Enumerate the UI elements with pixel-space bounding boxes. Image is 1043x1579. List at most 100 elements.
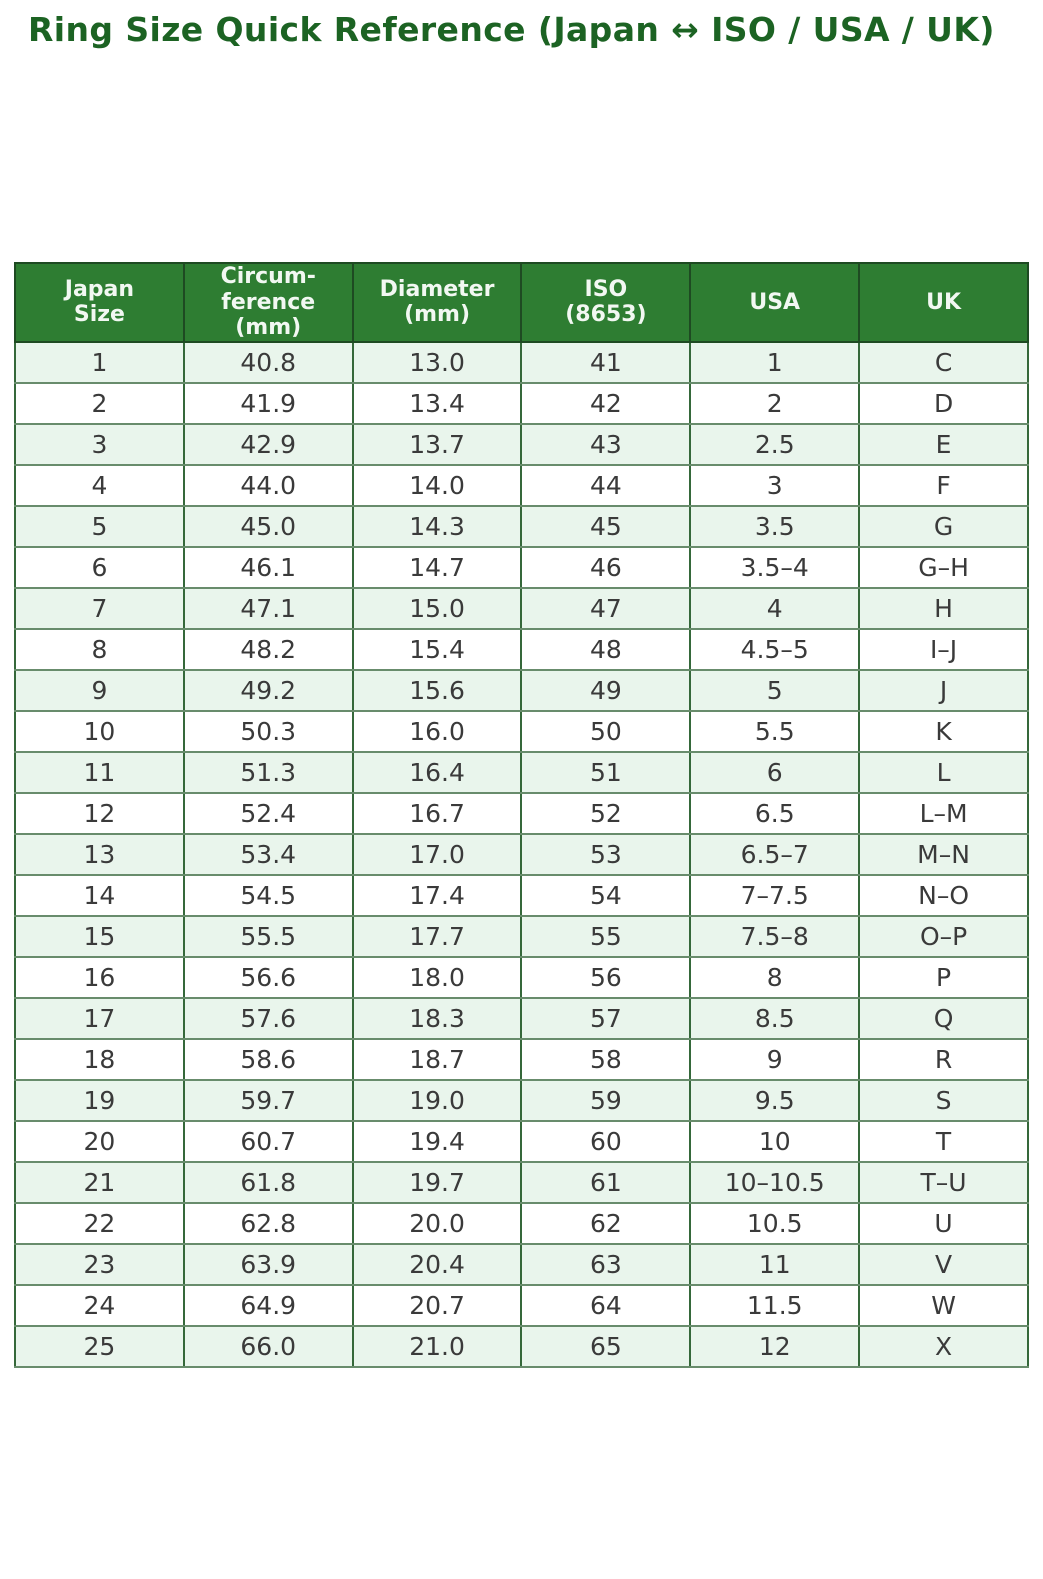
table-cell: 9: [689, 1037, 861, 1081]
table-cell: 40.8: [182, 340, 354, 384]
table-header: Japan Size Circum- ference (mm) Diameter (…: [14, 262, 1029, 343]
table-cell: 61: [520, 1160, 692, 1204]
table-cell: 16.7: [351, 791, 523, 835]
table-cell: D: [858, 381, 1029, 425]
table-cell: 14.7: [351, 545, 523, 589]
table-cell: 6: [689, 750, 861, 794]
table-cell: 41.9: [182, 381, 354, 425]
table-cell: 16: [14, 955, 185, 999]
table-cell: 46: [520, 545, 692, 589]
table-row: 8 48.2 15.4 48 4.5–5 I–J: [14, 627, 1029, 671]
table-cell: X: [858, 1324, 1029, 1368]
table-cell: 60: [520, 1119, 692, 1163]
table-cell: 13.4: [351, 381, 523, 425]
table-cell: 20.7: [351, 1283, 523, 1327]
column-header: USA: [689, 262, 861, 343]
table-cell: 15.6: [351, 668, 523, 712]
table-cell: 49: [520, 668, 692, 712]
table-cell: 1: [14, 340, 185, 384]
table-cell: 9.5: [689, 1078, 861, 1122]
table-row: 20 60.7 19.4 60 10 T: [14, 1119, 1029, 1163]
table-cell: 59: [520, 1078, 692, 1122]
table-cell: 56: [520, 955, 692, 999]
table-cell: 51.3: [182, 750, 354, 794]
table-row: 7 47.1 15.0 47 4 H: [14, 586, 1029, 630]
table-cell: 18.3: [351, 996, 523, 1040]
table-cell: 15: [14, 914, 185, 958]
table-cell: I–J: [858, 627, 1029, 671]
table-row: 6 46.1 14.7 46 3.5–4 G–H: [14, 545, 1029, 589]
table-cell: 21: [14, 1160, 185, 1204]
table-cell: 57: [520, 996, 692, 1040]
table-cell: 16.0: [351, 709, 523, 753]
table-cell: 63: [520, 1242, 692, 1286]
table-cell: 12: [689, 1324, 861, 1368]
table-cell: 7.5–8: [689, 914, 861, 958]
table-cell: 3.5–4: [689, 545, 861, 589]
table-cell: R: [858, 1037, 1029, 1081]
table-cell: V: [858, 1242, 1029, 1286]
table-row: 21 61.8 19.7 61 10–10.5 T–U: [14, 1160, 1029, 1204]
table-cell: 2: [689, 381, 861, 425]
table-cell: 13.0: [351, 340, 523, 384]
table-row: 9 49.2 15.6 49 5 J: [14, 668, 1029, 712]
table-cell: 45: [520, 504, 692, 548]
table-row: 12 52.4 16.7 52 6.5 L–M: [14, 791, 1029, 835]
table-cell: 19.4: [351, 1119, 523, 1163]
table-row: 19 59.7 19.0 59 9.5 S: [14, 1078, 1029, 1122]
table-cell: L–M: [858, 791, 1029, 835]
table-cell: K: [858, 709, 1029, 753]
table-cell: 52: [520, 791, 692, 835]
table-cell: 10–10.5: [689, 1160, 861, 1204]
table-row: 4 44.0 14.0 44 3 F: [14, 463, 1029, 507]
table-row: 14 54.5 17.4 54 7–7.5 N–O: [14, 873, 1029, 917]
table-cell: 50.3: [182, 709, 354, 753]
table-cell: 48.2: [182, 627, 354, 671]
table-cell: 65: [520, 1324, 692, 1368]
table-cell: 54.5: [182, 873, 354, 917]
table-cell: 19.0: [351, 1078, 523, 1122]
table-cell: 5.5: [689, 709, 861, 753]
table-row: 11 51.3 16.4 51 6 L: [14, 750, 1029, 794]
table-row: 2 41.9 13.4 42 2 D: [14, 381, 1029, 425]
table-cell: 2.5: [689, 422, 861, 466]
table-cell: N–O: [858, 873, 1029, 917]
table-cell: 18: [14, 1037, 185, 1081]
table-cell: T: [858, 1119, 1029, 1163]
table-cell: 60.7: [182, 1119, 354, 1163]
table-cell: 19.7: [351, 1160, 523, 1204]
table-cell: G: [858, 504, 1029, 548]
table-cell: 6: [14, 545, 185, 589]
table-cell: 43: [520, 422, 692, 466]
table-cell: 2: [14, 381, 185, 425]
table-cell: 58.6: [182, 1037, 354, 1081]
ring-size-table: Japan Size Circum- ference (mm) Diameter (…: [14, 262, 1029, 1368]
table-cell: 62.8: [182, 1201, 354, 1245]
table-cell: 5: [689, 668, 861, 712]
table-cell: 10: [14, 709, 185, 753]
table-cell: 11: [689, 1242, 861, 1286]
table-cell: 52.4: [182, 791, 354, 835]
table-cell: 10.5: [689, 1201, 861, 1245]
table-cell: T–U: [858, 1160, 1029, 1204]
table-cell: 23: [14, 1242, 185, 1286]
table-cell: 61.8: [182, 1160, 354, 1204]
table-cell: 59.7: [182, 1078, 354, 1122]
table-cell: S: [858, 1078, 1029, 1122]
table-cell: 41: [520, 340, 692, 384]
table-cell: 3: [689, 463, 861, 507]
table-cell: 46.1: [182, 545, 354, 589]
column-header: UK: [858, 262, 1029, 343]
table-cell: 3.5: [689, 504, 861, 548]
table-cell: 55: [520, 914, 692, 958]
table-cell: 57.6: [182, 996, 354, 1040]
table-cell: 1: [689, 340, 861, 384]
table-cell: Q: [858, 996, 1029, 1040]
table-cell: 14: [14, 873, 185, 917]
table-cell: 12: [14, 791, 185, 835]
table-cell: 53.4: [182, 832, 354, 876]
table-cell: 55.5: [182, 914, 354, 958]
table-cell: M–N: [858, 832, 1029, 876]
table-cell: E: [858, 422, 1029, 466]
table-cell: 19: [14, 1078, 185, 1122]
